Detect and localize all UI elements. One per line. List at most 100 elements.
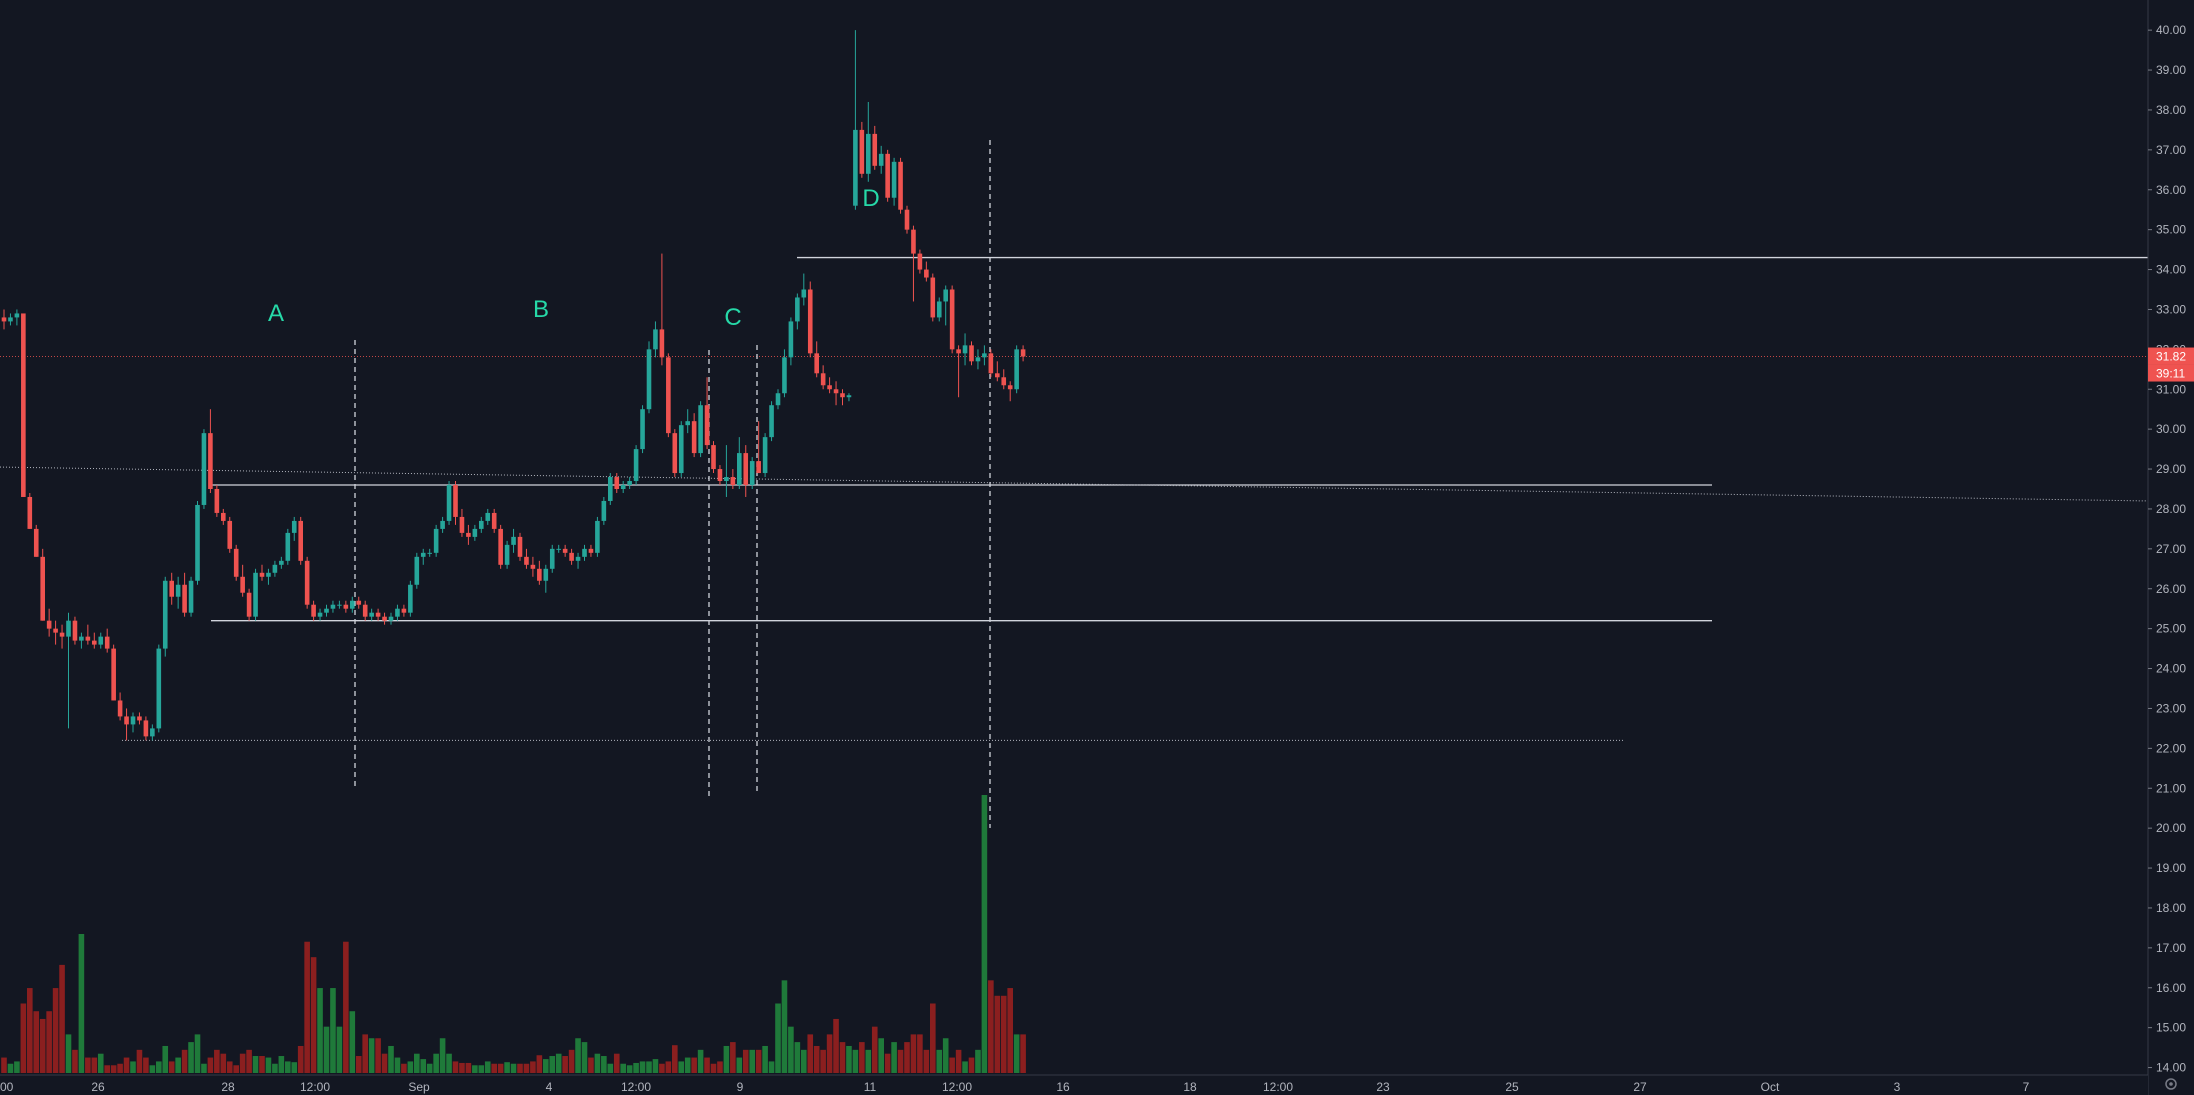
candle-body — [343, 604, 349, 609]
candle-body — [14, 313, 20, 318]
volume-bar — [1013, 1034, 1020, 1073]
volume-bar — [543, 1059, 549, 1073]
candle-body — [169, 580, 174, 597]
volume-bar — [891, 1042, 897, 1073]
candle-body — [369, 612, 374, 617]
candle-body — [395, 608, 400, 617]
volume-bar — [910, 1034, 917, 1073]
volume-bar — [678, 1061, 685, 1073]
volume-bar — [207, 1057, 214, 1073]
candle-body — [440, 520, 445, 529]
price-axis: 14.00 15.00 16.00 17.00 18.00 19.00 20.00 21.00… — [2147, 0, 2194, 1095]
volume-bar — [717, 1061, 723, 1073]
candle-body — [685, 421, 690, 426]
candle-body — [40, 556, 45, 621]
volume-bar — [626, 1065, 633, 1073]
volume-bar — [420, 1059, 427, 1073]
volume-bar — [220, 1053, 227, 1073]
time-tick-label: 3 — [1894, 1080, 1901, 1094]
time-tick-label: 00 — [0, 1080, 14, 1094]
candle-body — [672, 433, 678, 474]
candle-body — [459, 516, 465, 533]
volume-bar — [594, 1053, 601, 1073]
candle-body — [498, 528, 503, 565]
volume-bar — [156, 1061, 162, 1073]
volume-bar — [181, 1049, 188, 1073]
candle-body — [433, 528, 439, 553]
volume-bar — [265, 1057, 272, 1073]
candle-body — [1001, 377, 1007, 386]
candle-body — [233, 548, 239, 577]
volume-bar — [659, 1063, 665, 1073]
volume-bar — [859, 1042, 865, 1073]
candle-body — [556, 548, 561, 550]
volume-bar — [426, 1063, 433, 1073]
candle-body — [962, 345, 968, 354]
volume-bar — [781, 980, 788, 1073]
volume-bar — [381, 1053, 388, 1073]
price-tick-label: 36.00 — [2156, 183, 2186, 197]
volume-bar — [730, 1042, 736, 1073]
wave-label: A — [268, 300, 284, 327]
volume-bar — [652, 1059, 659, 1073]
candle-body — [195, 504, 200, 581]
price-tick-label: 37.00 — [2156, 143, 2186, 157]
candle-body — [640, 409, 645, 450]
candle-body — [601, 500, 607, 521]
volume-bar — [665, 1061, 672, 1073]
candle-body — [678, 425, 684, 474]
candle-body — [859, 129, 865, 174]
candle-body — [472, 528, 478, 537]
price-tick-label: 31.00 — [2156, 382, 2186, 396]
price-tick-label: 16.00 — [2156, 981, 2186, 995]
candle-body — [479, 520, 484, 529]
volume-bar — [59, 964, 65, 1073]
candle-body — [485, 512, 491, 521]
candle-body — [33, 528, 39, 557]
candle-body — [98, 636, 104, 645]
settings-gear-icon[interactable] — [2165, 1078, 2177, 1090]
candles — [1, 30, 1026, 741]
volume-bar — [517, 1063, 523, 1073]
volume-bar — [252, 1056, 259, 1073]
volume-bar — [768, 1061, 775, 1073]
candle-body — [943, 289, 948, 302]
candle-body — [524, 556, 529, 565]
candle-body — [614, 477, 620, 489]
time-tick-label: 28 — [221, 1080, 235, 1094]
candle-body — [840, 393, 845, 398]
candle-body — [27, 496, 33, 529]
volume-bar — [975, 1049, 981, 1073]
volume-bar — [801, 1049, 807, 1073]
volume-bar — [7, 1063, 14, 1073]
volume-bar — [962, 1061, 968, 1073]
volume-bar — [710, 1063, 717, 1073]
volume-bar — [736, 1057, 743, 1073]
candle-body — [350, 600, 355, 609]
volume-bar — [826, 1034, 833, 1073]
candle-body — [253, 572, 258, 617]
volume-bar — [607, 1063, 614, 1073]
candle-body — [666, 357, 671, 434]
time-tick-label: 16 — [1056, 1080, 1070, 1094]
volume-bar — [175, 1057, 181, 1073]
volume-bar — [259, 1056, 265, 1073]
volume-bar — [562, 1056, 568, 1073]
volume-bar — [446, 1053, 452, 1073]
candle-body — [853, 129, 858, 206]
volume-bar — [968, 1057, 975, 1073]
candle-body — [337, 604, 342, 606]
candle-body — [156, 648, 162, 729]
candle-body — [924, 269, 929, 278]
candle-body — [814, 353, 819, 374]
candle-body — [491, 512, 497, 529]
candle-body — [575, 556, 581, 561]
price-tick-label: 22.00 — [2156, 741, 2186, 755]
time-tick-label: 12:00 — [942, 1080, 972, 1094]
candle-body — [259, 572, 265, 577]
candle-body — [762, 437, 768, 474]
candle-body — [795, 297, 800, 322]
volume-bar — [136, 1049, 143, 1073]
